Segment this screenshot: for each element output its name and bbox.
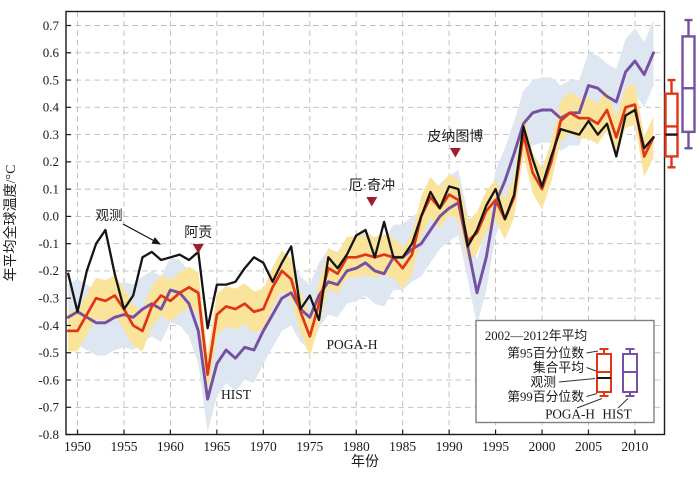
x-tick-label: 2005 (575, 439, 602, 454)
x-tick-label: 1990 (436, 439, 463, 454)
y-tick-label: -0.8 (38, 427, 59, 442)
y-tick-label: 0.5 (43, 72, 59, 87)
uncertainty-bands (68, 20, 654, 432)
series-lines (66, 51, 655, 401)
legend-row-95th: 第95百分位数 (507, 347, 584, 361)
x-axis-title: 年份 (351, 454, 379, 470)
x-tick-label: 1980 (343, 439, 370, 454)
y-tick-label: 0.7 (43, 18, 60, 33)
x-tick-label: 1985 (389, 439, 416, 454)
y-tick-label: 0.6 (43, 45, 60, 60)
band-poga-h (68, 84, 654, 395)
line-labels: 观测 POGA-H HIST (96, 208, 378, 402)
y-axis-title: 年平均全球温度/°C (2, 165, 19, 282)
legend: 2002—2012年平均 第95百分位数 集合平均 观测 第99百分位数 POG… (475, 319, 655, 424)
y-tick-label: 0.0 (43, 209, 59, 224)
y-tick-label: -0.6 (38, 372, 59, 387)
x-tick-label: 1970 (250, 439, 277, 454)
legend-label-hist: HIST (602, 407, 631, 422)
volcano-annotations: 阿贡 厄·奇冲 皮纳图博 (184, 128, 483, 254)
legend-pointer-lines (558, 350, 629, 409)
band-hist (68, 20, 654, 432)
obs-label-arrow (122, 223, 162, 245)
poga-boxplot-box (664, 92, 679, 158)
y-tick-label: -0.5 (38, 345, 59, 360)
x-tick-label: 1955 (110, 439, 137, 454)
y-tick-label: -0.3 (38, 291, 59, 306)
legend-row-observed: 观测 (530, 376, 556, 390)
volcano-label: 厄·奇冲 (348, 177, 395, 194)
hist-line-label: HIST (221, 387, 252, 402)
x-tick-label: 1975 (296, 439, 323, 454)
obs-line-label: 观测 (96, 208, 123, 223)
volcano-label: 阿贡 (184, 225, 212, 241)
axis-titles: 年平均全球温度/°C 年份 (2, 165, 379, 470)
plot-border (65, 10, 666, 436)
volcano-marker (449, 148, 461, 158)
y-tick-label: -0.7 (38, 400, 59, 415)
x-tick-label: 1965 (203, 439, 230, 454)
y-tick-label: -0.2 (38, 263, 59, 278)
y-tick-label: 0.2 (43, 154, 59, 169)
hist-boxplot-box (681, 35, 696, 134)
x-tick-label: 2000 (529, 439, 556, 454)
legend-title: 2002—2012年平均 (485, 329, 587, 343)
x-tick-label: 1960 (157, 439, 184, 454)
margin-boxplots (664, 18, 696, 169)
x-tick-label: 1950 (64, 439, 91, 454)
series-line-观测 (67, 108, 655, 330)
y-tick-label: 0.4 (43, 100, 60, 115)
y-tick-label: -0.4 (38, 318, 59, 333)
x-tick-label: 1995 (482, 439, 509, 454)
volcano-marker (366, 197, 378, 207)
volcano-marker (192, 244, 204, 254)
axis-ticks: 0.7 0.6 0.5 0.4 0.3 0.2 0.1 0.0 -0.1 -0.2 -0.3 -0.4… (38, 18, 648, 454)
legend-row-99th: 第99百分位数 (507, 390, 584, 404)
legend-mini-boxplots (596, 348, 638, 397)
volcano-label: 皮纳图博 (427, 128, 483, 145)
poga-line-label: POGA-H (326, 337, 377, 352)
legend-row-ensemble-mean: 集合平均 (533, 360, 584, 375)
y-tick-label: 0.1 (43, 181, 59, 196)
legend-label-poga: POGA-H (545, 407, 595, 422)
x-tick-label: 2010 (621, 439, 648, 454)
y-tick-label: 0.3 (43, 127, 59, 142)
y-tick-label: -0.1 (38, 236, 59, 251)
